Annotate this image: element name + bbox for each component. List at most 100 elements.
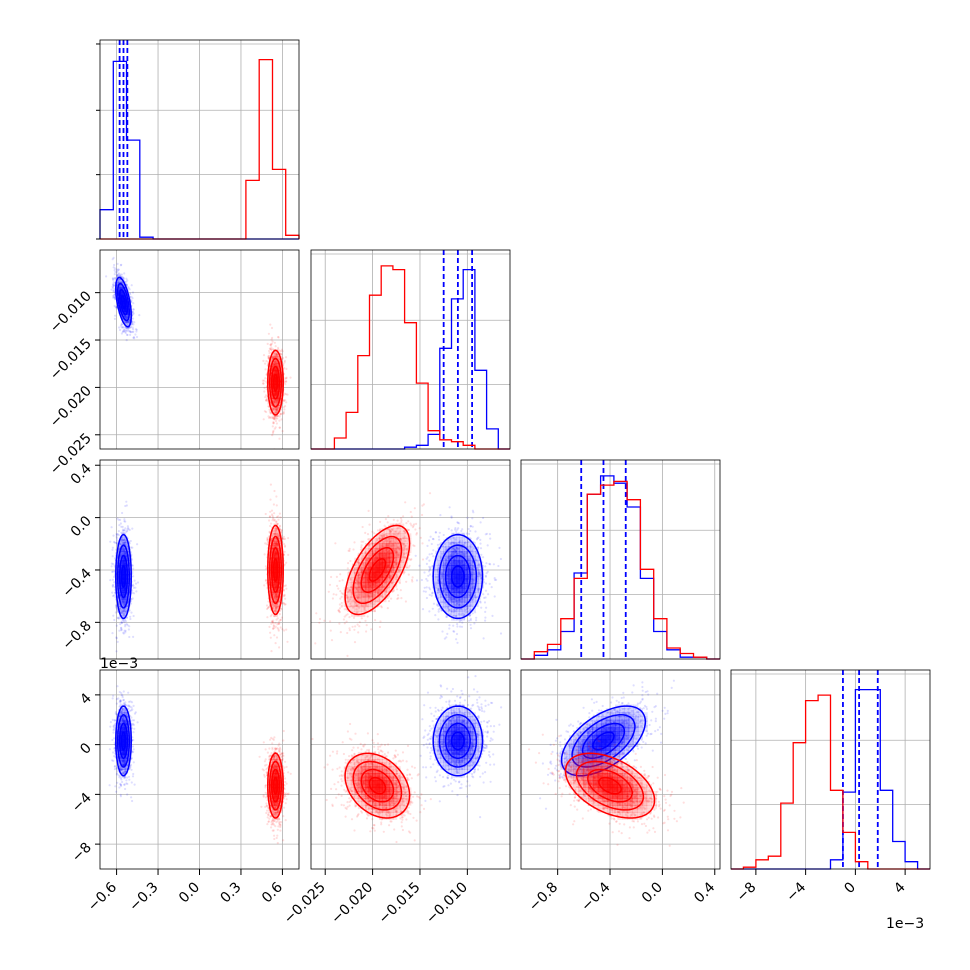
scatter-point [120,597,123,600]
scatter-point [276,522,279,525]
scatter-point [262,359,265,362]
density-cell [118,588,121,593]
density-cell [125,555,127,561]
density-cell [123,569,125,575]
scatter-point [271,519,274,522]
scatter-point [275,542,278,545]
density-cell [127,311,129,315]
scatter-point [269,510,272,513]
scatter-point [273,596,276,599]
density-cell [127,560,129,566]
scatter-point [123,538,126,542]
scatter-point [121,598,124,601]
scatter-point [127,330,131,333]
scatter-point [124,625,127,628]
scatter-point [277,335,280,339]
density-cell [278,405,280,410]
scatter-point [275,504,278,507]
scatter-point [134,333,137,336]
density-cell [268,391,270,396]
scatter-point [274,531,277,534]
scatter-point [126,326,129,330]
density-cell [268,377,270,382]
scatter-point [484,565,487,568]
contour-line [267,349,284,416]
scatter-point [122,549,125,552]
scatter-point [484,610,487,614]
scatter-point [268,416,272,419]
density-cell [127,565,129,570]
scatter-point [132,302,135,305]
scatter-point [116,533,119,536]
scatter-point [120,553,123,556]
scatter-point [284,356,288,359]
scatter-point [125,321,128,324]
density-cell [278,395,280,399]
scatter-point [126,333,129,336]
scatter-point [274,542,277,545]
scatter-point [110,288,113,291]
density-cell [277,366,279,371]
scatter-point [120,273,123,276]
scatter-point [276,406,279,409]
scatter-point [122,538,125,542]
density-cell [125,611,127,617]
scatter-point [120,629,123,632]
scatter-point [120,611,123,614]
scatter-point [117,272,120,275]
density-cell [278,402,280,407]
scatter-point [273,402,276,405]
scatter-point [121,529,125,533]
scatter-point [282,535,285,539]
scatter-point [265,398,269,401]
scatter-point [127,287,130,290]
density-cell [123,546,126,552]
scatter-point [273,597,276,600]
scatter-point [276,355,279,358]
scatter-point [112,540,116,544]
scatter-point [480,606,483,609]
scatter-point [490,586,493,589]
scatter-point [128,288,131,291]
scatter-point [128,318,131,321]
density-cell [119,551,121,557]
density-cell [118,601,121,607]
scatter-point [119,623,122,626]
scatter-point [120,332,123,335]
scatter-point [272,503,275,506]
scatter-point [280,529,283,532]
scatter-point [123,529,126,532]
scatter-point [132,336,136,339]
density-cell [122,292,124,296]
scatter-point [274,360,278,364]
scatter-point [122,600,125,603]
scatter-point [109,241,111,243]
density-cell [275,352,278,357]
density-cell [124,588,127,593]
density-cell [129,560,131,566]
scatter-point [132,586,135,590]
density-cell [275,359,278,364]
scatter-point [119,284,122,287]
scatter-point [112,266,115,269]
scatter-point [280,418,283,421]
scatter-point [279,353,282,356]
density-cell [272,363,274,368]
density-cell [273,356,275,360]
scatter-point [127,320,130,323]
scatter-point [115,606,118,609]
scatter-point [129,617,132,621]
scatter-point [125,280,128,283]
scatter-point [126,525,129,528]
density-cell [122,306,124,310]
density-cell [120,289,122,293]
density-cell [125,308,127,312]
scatter-point [277,600,281,603]
contour-line [115,533,132,620]
scatter-point [122,532,125,535]
scatter-point [284,603,287,606]
scatter-point [123,330,127,333]
scatter-point [124,629,127,633]
scatter-point [270,338,273,341]
scatter-point [263,386,266,389]
